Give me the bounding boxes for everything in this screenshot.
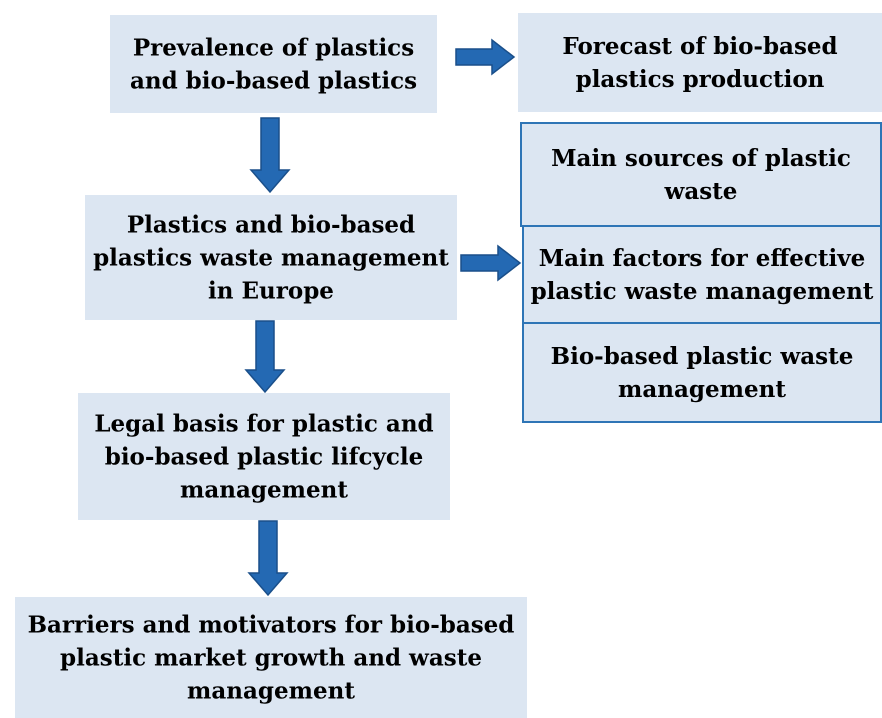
arrow-right [455,38,516,76]
node-box [522,322,882,423]
node-label: Legal basis for plastic and [94,411,433,438]
arrow-right [460,244,522,282]
node-label: Main factors for effective [539,245,866,272]
node-box [110,15,437,113]
node-label: Main sources of plastic [551,145,851,172]
node-label: management [187,678,355,705]
node-label: Prevalence of plastics [133,35,414,62]
arrow-down [249,117,291,194]
node: Main factors for effective plastic waste … [522,225,882,324]
node: Legal basis for plastic and bio-based pla… [78,393,450,520]
node-box [85,195,457,320]
node-box [522,225,882,324]
node-label: Plastics and bio-based [127,212,415,239]
node-label: bio-based plastic lifcycle [105,444,424,471]
arrows [244,38,522,597]
node-label: plastic waste management [531,278,874,305]
node-label: Barriers and motivators for bio-based [28,612,515,639]
arrow-down [247,520,289,597]
node-label: Bio-based plastic waste [551,343,854,370]
node: Plastics and bio-based plastics waste man… [85,195,457,320]
node-label: and bio-based plastics [130,68,417,95]
node-label: plastics production [576,66,825,93]
node: Prevalence of plastics and bio-based plas… [110,15,437,113]
node-box [520,122,882,227]
arrow-down [244,320,286,394]
node-box [15,597,527,718]
node-label: plastics waste management [93,245,449,272]
node-label: management [180,477,348,504]
node-label: in Europe [208,278,334,305]
node-label: Forecast of bio-based [562,33,837,60]
node-label: plastic market growth and waste [60,645,482,672]
node: Barriers and motivators for bio-based pla… [15,597,527,718]
node: Main sources of plastic waste [520,122,882,227]
node-label: waste [664,178,738,205]
node: Forecast of bio-based plastics production [518,13,882,112]
node-label: management [618,376,786,403]
node-box [78,393,450,520]
node-box [518,13,882,112]
node: Bio-based plastic waste management [522,322,882,423]
